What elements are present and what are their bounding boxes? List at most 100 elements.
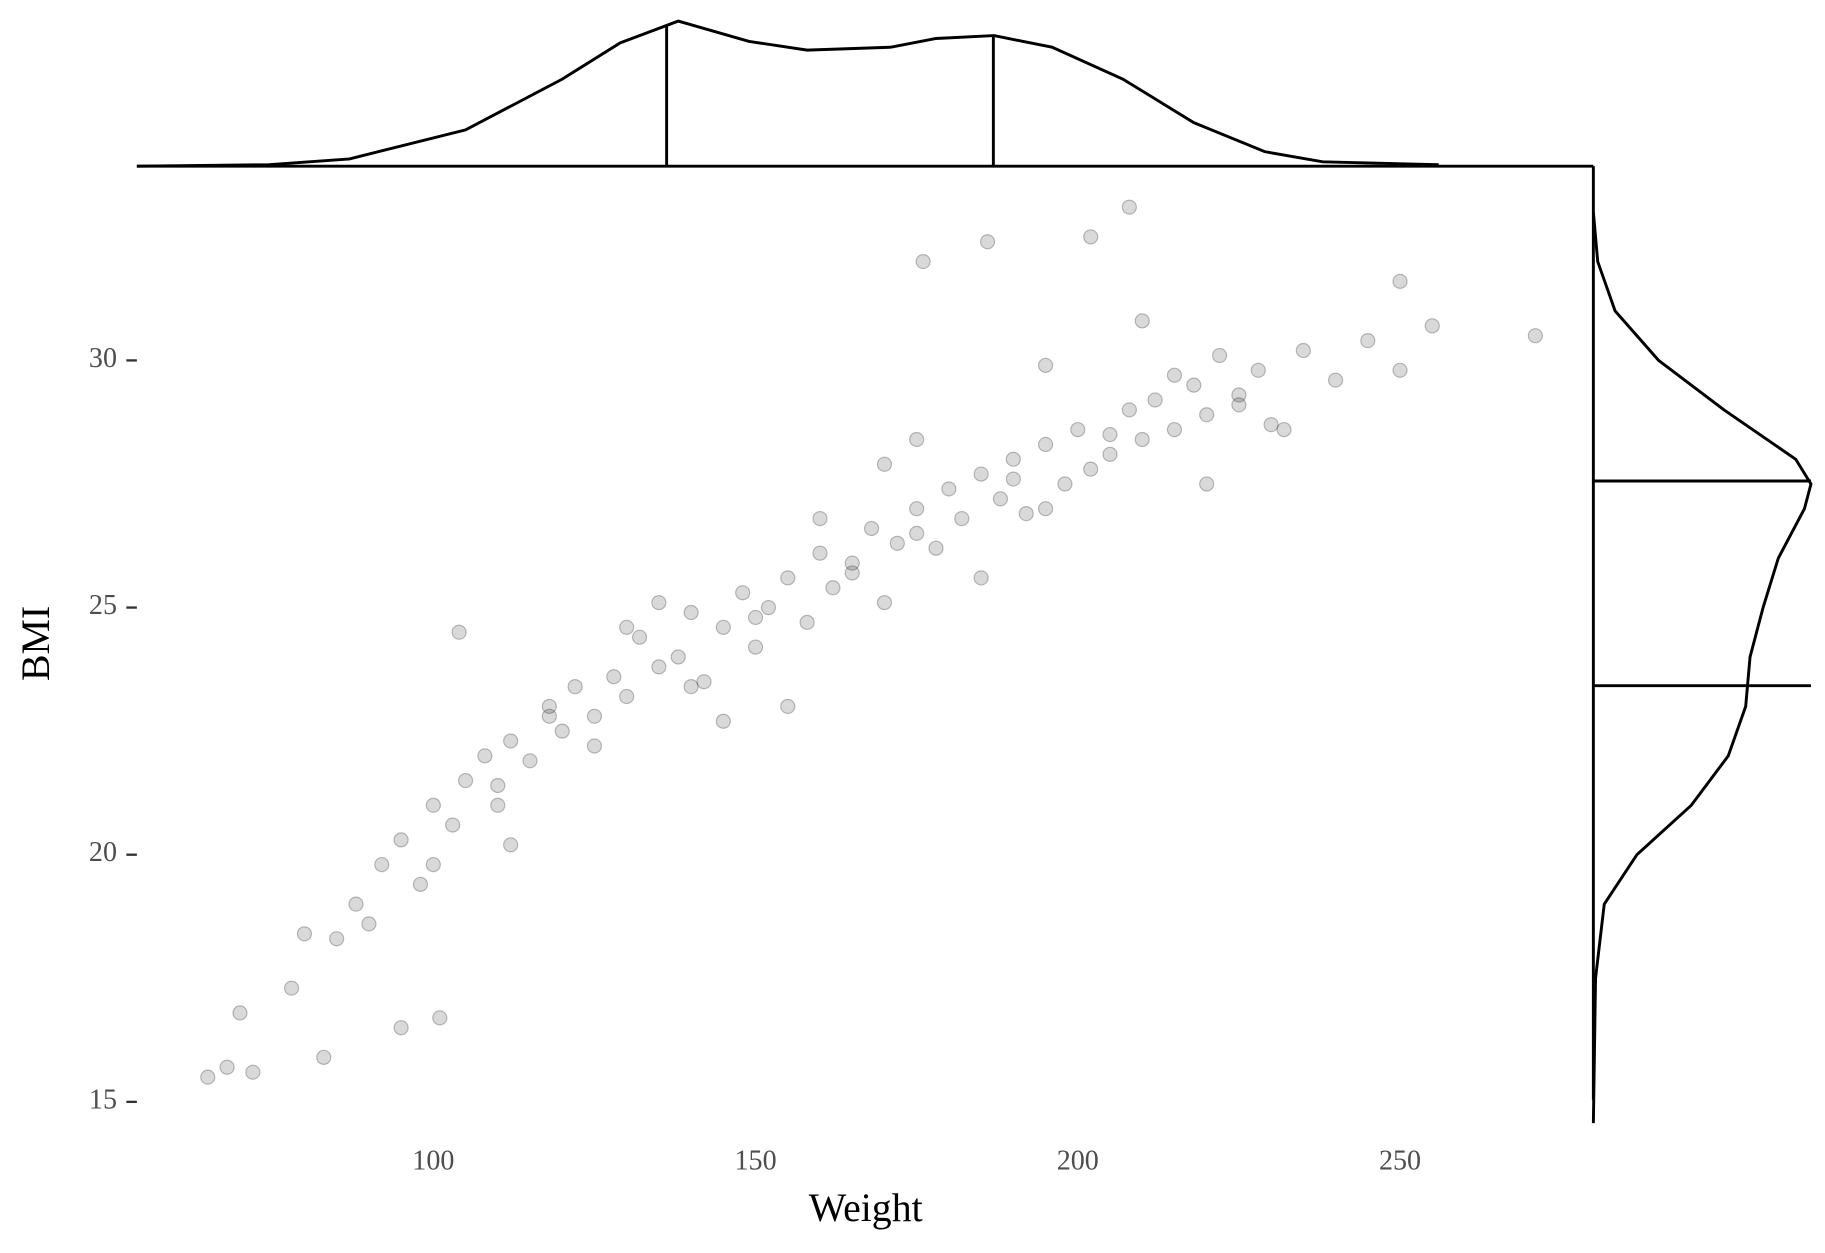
point	[1276, 422, 1292, 438]
point	[1392, 273, 1408, 289]
point	[200, 1069, 216, 1085]
point	[425, 797, 441, 813]
point	[1037, 357, 1054, 373]
point	[1121, 199, 1137, 215]
point	[909, 431, 925, 448]
point	[619, 619, 635, 635]
point	[715, 713, 731, 729]
point	[876, 595, 893, 611]
point	[1083, 229, 1099, 245]
point	[747, 639, 764, 655]
point	[451, 624, 467, 640]
point	[1147, 392, 1163, 408]
point	[780, 570, 796, 586]
x-tick-label: 250	[1379, 1145, 1421, 1176]
point	[889, 535, 905, 551]
point	[619, 688, 635, 705]
point	[1295, 342, 1311, 359]
point	[1037, 436, 1054, 453]
point	[992, 491, 1009, 507]
point	[1134, 313, 1150, 329]
point	[1057, 476, 1073, 492]
point	[1166, 422, 1183, 438]
y-axis-title: BMI	[14, 606, 58, 681]
point	[296, 926, 313, 942]
point	[928, 540, 944, 556]
point	[1231, 397, 1247, 413]
point	[915, 253, 931, 270]
point	[490, 797, 506, 813]
point	[1527, 328, 1543, 344]
point	[844, 565, 860, 581]
point	[1392, 362, 1408, 378]
point	[979, 234, 996, 250]
point	[606, 669, 622, 685]
point	[1424, 318, 1440, 334]
point	[1102, 446, 1118, 462]
point	[1211, 347, 1228, 364]
point	[670, 649, 686, 665]
point	[503, 733, 519, 749]
point	[651, 595, 667, 611]
point	[1199, 476, 1215, 492]
y-tick-label: 20	[89, 837, 117, 868]
point	[760, 599, 777, 616]
point	[799, 614, 815, 630]
point	[283, 980, 300, 996]
point	[425, 856, 441, 873]
point	[651, 659, 667, 675]
point	[1134, 431, 1150, 448]
point	[1121, 402, 1137, 418]
x-tick-label: 100	[412, 1145, 454, 1176]
point	[631, 629, 648, 645]
point	[1263, 417, 1279, 433]
point	[393, 1020, 409, 1036]
y-tick-label: 30	[89, 343, 117, 374]
point	[876, 456, 893, 472]
point	[457, 772, 474, 789]
point	[696, 674, 712, 690]
point	[490, 777, 506, 794]
y-tick-label: 15	[89, 1084, 117, 1115]
point	[812, 510, 828, 527]
point	[361, 916, 377, 932]
point	[586, 708, 603, 724]
point	[219, 1059, 235, 1075]
point	[973, 466, 989, 482]
right-density	[1591, 211, 1813, 1124]
point	[393, 832, 409, 848]
point	[316, 1049, 332, 1065]
point	[954, 510, 970, 527]
point	[1186, 377, 1202, 393]
point	[245, 1064, 261, 1080]
point	[825, 580, 841, 596]
point	[1250, 362, 1266, 378]
point	[1083, 461, 1099, 477]
x-axis-title: Weight	[809, 1186, 923, 1230]
point	[567, 679, 583, 695]
x-tick-label: 200	[1057, 1145, 1099, 1176]
point	[812, 545, 828, 561]
point	[1070, 422, 1086, 438]
point	[683, 679, 699, 695]
top-density	[136, 19, 1439, 168]
x-tick-label: 150	[735, 1145, 777, 1176]
point	[522, 753, 538, 769]
point	[941, 481, 957, 497]
point	[1018, 506, 1034, 522]
point	[586, 738, 603, 754]
y-tick-label: 25	[89, 590, 117, 621]
point	[863, 520, 880, 537]
point	[909, 501, 925, 517]
point	[715, 619, 731, 635]
point	[541, 708, 557, 724]
point	[1037, 501, 1054, 517]
point	[1360, 333, 1376, 349]
point	[1166, 367, 1183, 383]
point	[412, 876, 429, 892]
point	[973, 570, 989, 586]
point	[541, 698, 557, 715]
point	[747, 609, 764, 626]
point	[683, 604, 699, 621]
